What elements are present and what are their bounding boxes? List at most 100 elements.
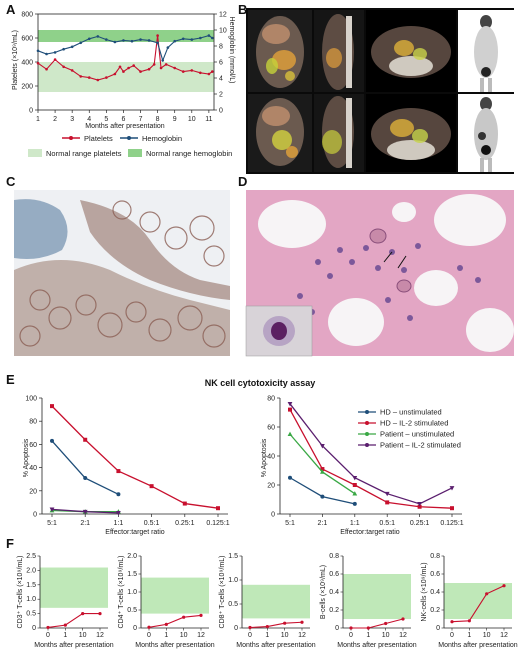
- data-point-hemoglobin: [147, 39, 151, 42]
- panel-f-xlabel: Months after presentation: [337, 642, 416, 649]
- x-tick-label: 10: [188, 116, 196, 123]
- x-tick-label: 6: [121, 116, 125, 123]
- normal-range-hemoglobin-band: [38, 30, 214, 42]
- legend-platelets-marker: [69, 136, 73, 140]
- panel-e-right-y-tick-label: 60: [267, 425, 275, 432]
- panel-e-right-series-line-1: [289, 409, 453, 509]
- data-point-platelets: [159, 66, 163, 70]
- panel-f-x-tick-label: 0: [349, 632, 353, 639]
- normal-range-band: [343, 574, 411, 619]
- panel-f-y-tick-label: 1.0: [228, 577, 238, 584]
- panel-f-data-point: [182, 615, 186, 619]
- panel-f-y-tick-label: 0.4: [329, 589, 339, 596]
- panel-e-left-ylabel: % Apoptosis: [23, 438, 30, 477]
- panel-letter-b: B: [238, 2, 247, 17]
- data-point-platelets: [207, 72, 211, 76]
- panel-f-xlabel: Months after presentation: [135, 642, 214, 649]
- panel-e-right-y-tick-label: 20: [267, 483, 275, 490]
- y-right-tick-label: 12: [219, 12, 227, 19]
- panel-e-left-x-tick-label: 0.5:1: [144, 520, 160, 527]
- data-point-platelets: [53, 58, 57, 61]
- pet-mip-top: [458, 10, 514, 92]
- legend-marker: [365, 432, 369, 436]
- panel-f-data-point: [164, 622, 168, 627]
- panel-e-right-data-point: [352, 501, 357, 506]
- panel-f-data-point: [300, 620, 304, 624]
- panel-d-histology-image: [245, 190, 514, 357]
- panel-e-left-y-tick-label: 20: [29, 488, 37, 495]
- panel-f-y-tick-label: 0.5: [228, 601, 238, 608]
- panel-f-series-line: [148, 614, 202, 628]
- panel-b-pet-ct-images: [246, 8, 514, 174]
- data-point-hemoglobin: [79, 41, 83, 45]
- panel-f-x-tick-label: 0: [46, 632, 50, 639]
- panel-e-chart: NK cell cytotoxicity assay % Apoptosis %…: [23, 378, 464, 536]
- data-point-hemoglobin: [139, 38, 142, 41]
- pet-axial-bottom: [366, 94, 456, 172]
- legend-hemoglobin-marker: [127, 136, 131, 140]
- panel-e-left-x-tick-label: 2:1: [80, 520, 90, 527]
- panel-e-right-data-point: [352, 475, 358, 481]
- data-point-platelets: [79, 75, 83, 78]
- data-point-platelets: [62, 65, 65, 69]
- panel-e-right-data-point: [450, 506, 454, 511]
- legend-marker: [365, 410, 369, 414]
- panel-f-data-point: [248, 625, 252, 630]
- pet-sagittal-bottom: [314, 94, 364, 172]
- data-point-hemoglobin: [130, 39, 134, 43]
- data-point-platelets: [45, 67, 48, 71]
- panel-f-y-tick-label: 0.5: [127, 607, 137, 614]
- panel-a-ylabel-left: Platelets (×10⁹/mL): [12, 30, 19, 90]
- data-point-hemoglobin: [161, 59, 165, 62]
- panel-f-ylabel: B-cells (×10⁹/mL): [320, 565, 327, 619]
- arrow-indicator: [383, 251, 393, 263]
- data-point-platelets: [36, 61, 40, 65]
- data-point-platelets: [118, 65, 122, 69]
- panel-f-data-point: [283, 621, 287, 625]
- panel-f-y-tick-label: 0: [436, 625, 440, 632]
- panel-letter-f: F: [6, 536, 14, 551]
- panel-f-y-tick-label: 0.8: [430, 553, 440, 560]
- y-right-tick-label: 10: [219, 28, 227, 35]
- x-tick-label: 5: [104, 116, 108, 123]
- data-point-platelets: [122, 70, 125, 73]
- panel-f-data-point: [401, 617, 405, 621]
- panel-f-y-tick-label: 1.0: [26, 596, 36, 603]
- panel-f-x-tick-label: 1: [63, 632, 67, 639]
- panel-letter-d: D: [238, 174, 247, 189]
- panel-e-right-data-point: [320, 469, 325, 474]
- panel-f-xlabel: Months after presentation: [438, 642, 517, 649]
- panel-e-right-x-tick-label: 1:1: [350, 520, 360, 527]
- x-tick-label: 7: [139, 116, 143, 123]
- data-point-platelets: [173, 66, 176, 70]
- panel-e-right-data-point: [417, 504, 422, 509]
- panel-e-left-y-tick-label: 100: [25, 396, 37, 403]
- x-tick-label: 2: [53, 116, 57, 123]
- panel-f-y-tick-label: 2.5: [26, 553, 36, 560]
- panel-f-x-tick-label: 10: [382, 632, 390, 639]
- normal-range-band: [141, 577, 209, 614]
- panel-f-data-point: [366, 626, 370, 630]
- panel-f-data-point: [450, 620, 454, 624]
- panel-f-ylabel: CD8⁺ T-cells (×10⁹/mL): [219, 556, 226, 629]
- panel-f-ylabel: CD3⁺ T-cells (×10⁹/mL): [17, 556, 24, 629]
- panel-f-x-tick-label: 1: [164, 632, 168, 639]
- panel-e-left-data-point: [182, 501, 187, 506]
- panel-e-right-series-line-2: [289, 433, 356, 495]
- data-point-hemoglobin: [36, 49, 40, 53]
- data-point-platelets: [87, 76, 91, 79]
- panel-e-right-x-tick-label: 0.5:1: [379, 520, 395, 527]
- panel-f-y-tick-label: 2.0: [127, 553, 137, 560]
- panel-f-x-tick-label: 1: [366, 632, 370, 639]
- data-point-platelets: [113, 72, 117, 76]
- panel-a-legend: Platelets Hemoglobin Normal range platel…: [28, 134, 232, 158]
- panel-e-left-series-line-1: [51, 405, 219, 509]
- normal-range-band: [40, 567, 108, 608]
- panel-f-data-point: [502, 584, 506, 588]
- data-point-hemoglobin: [62, 47, 65, 51]
- panel-f-x-tick-label: 12: [96, 632, 104, 639]
- panel-f-y-tick-label: 1.0: [127, 589, 137, 596]
- y-left-tick-label: 800: [21, 12, 33, 19]
- panel-e-left-y-tick-label: 40: [29, 465, 37, 472]
- panel-f-y-tick-label: 0.2: [329, 607, 339, 614]
